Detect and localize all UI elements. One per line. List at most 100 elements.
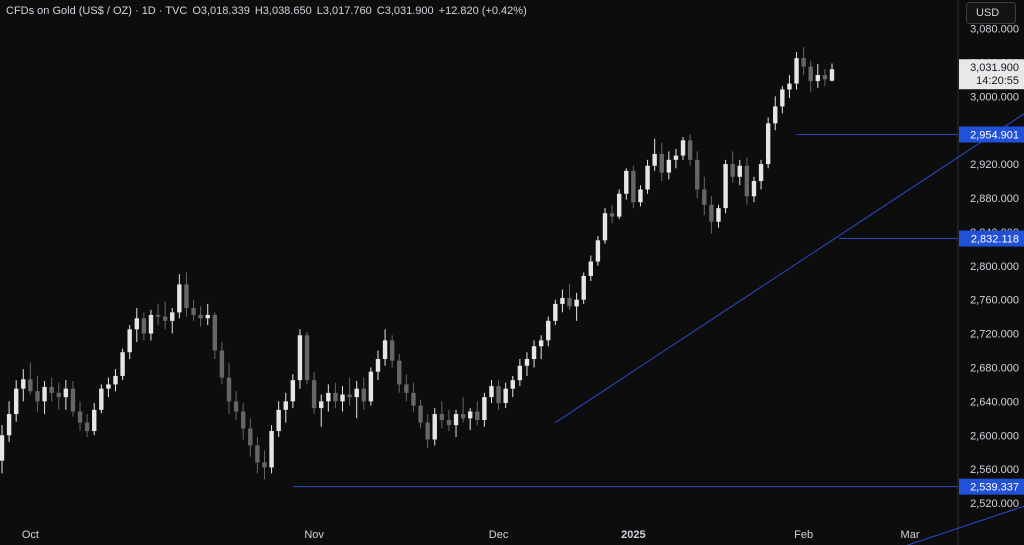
candle-body <box>723 164 728 209</box>
candle-body <box>475 411 480 420</box>
candle-body <box>567 297 572 307</box>
price-tag <box>959 126 1024 143</box>
price-tag-label: 2,832.118 <box>971 234 1019 246</box>
candle-body <box>333 392 338 402</box>
candle-body <box>276 409 281 432</box>
candle-body <box>28 379 33 392</box>
low-value: L3,017.760 <box>316 5 372 17</box>
candle-body <box>311 380 317 409</box>
candle-body <box>815 75 821 82</box>
open-value: O3,018.339 <box>192 5 250 17</box>
candle-body <box>162 316 168 321</box>
candle-body <box>489 386 494 398</box>
y-tick-label: 2,800.000 <box>970 261 1019 273</box>
candle-body <box>354 388 359 398</box>
candle-body <box>652 153 657 166</box>
x-tick-label: Feb <box>794 529 813 541</box>
x-tick-label: Oct <box>22 529 39 541</box>
candle-body <box>737 165 742 177</box>
candle-body <box>49 386 54 393</box>
candle-body <box>482 397 487 420</box>
candle-body <box>397 360 402 385</box>
candle-body <box>631 170 636 203</box>
price-tag-label: 2,539.337 <box>970 482 1019 494</box>
candle-body <box>198 314 203 319</box>
candle-body <box>581 275 586 300</box>
chart-header: CFDs on Gold (US$ / OZ) · 1D · TVC O3,01… <box>6 5 527 17</box>
candle-body <box>673 155 679 160</box>
candle-body <box>787 83 792 90</box>
candle-body <box>553 303 558 321</box>
price-tag <box>959 478 1024 495</box>
candle-body <box>418 405 423 423</box>
candle-body <box>659 153 664 173</box>
candle-body <box>375 358 381 372</box>
y-tick-label: 2,560.000 <box>970 464 1019 476</box>
candle-body <box>42 386 47 402</box>
candle-body <box>233 401 239 412</box>
candle-body <box>70 388 76 412</box>
trendline <box>555 113 1024 423</box>
candle-body <box>219 350 225 378</box>
candle-body <box>134 318 139 330</box>
candle-body <box>588 261 594 276</box>
candle-body <box>574 299 579 307</box>
candle-body <box>84 422 90 432</box>
candle-body <box>106 384 111 389</box>
candle-body <box>56 392 61 398</box>
candle-body <box>0 435 5 461</box>
candle-body <box>191 308 196 315</box>
candle-body <box>758 164 764 182</box>
candle-body <box>624 170 629 194</box>
candle-body <box>687 140 693 160</box>
high-value: H3,038.650 <box>254 5 312 17</box>
candle-body <box>524 358 530 366</box>
candle-body <box>297 335 303 381</box>
candle-body <box>666 159 672 173</box>
price-tag-label: 2,954.901 <box>970 129 1019 141</box>
candle-body <box>638 189 643 203</box>
candle-body <box>595 240 601 262</box>
candle-body <box>609 213 615 217</box>
candle-body <box>290 380 296 402</box>
candle-body <box>801 58 806 67</box>
candle-body <box>496 386 501 404</box>
x-tick-label: Mar <box>901 529 920 541</box>
x-tick-label: Dec <box>489 529 509 541</box>
change-value: +12.820 (+0.42%) <box>438 5 527 17</box>
candle-body <box>99 388 104 410</box>
trendline <box>906 505 1024 545</box>
candle-body <box>368 371 374 402</box>
candle-body <box>808 66 813 82</box>
candle-body <box>6 414 12 436</box>
candle-body <box>113 375 118 385</box>
candle-body <box>716 208 721 222</box>
y-tick-label: 3,000.000 <box>970 91 1019 103</box>
currency-button[interactable]: USD <box>966 2 1016 24</box>
candle-body <box>510 380 515 389</box>
candle-body <box>255 445 260 463</box>
candle-body <box>319 401 324 409</box>
candle-body <box>13 388 19 415</box>
candle-body <box>262 462 267 468</box>
candle-body <box>432 414 437 440</box>
candle-body <box>773 106 778 124</box>
y-tick-label: 2,600.000 <box>970 430 1019 442</box>
candle-body <box>503 388 508 404</box>
candle-body <box>212 314 218 351</box>
y-tick-label: 2,680.000 <box>970 362 1019 374</box>
candle-body <box>439 414 445 420</box>
x-tick-label: 2025 <box>621 529 645 541</box>
candle-body <box>425 422 430 440</box>
candle-body <box>531 346 537 359</box>
candle-body <box>77 411 83 423</box>
candle-body <box>361 388 366 402</box>
bar-countdown-label: 14:20:55 <box>976 75 1019 87</box>
candle-body <box>709 204 714 222</box>
candle-body <box>240 411 246 429</box>
y-tick-label: 2,520.000 <box>970 498 1019 510</box>
candle-body <box>155 314 161 317</box>
y-tick-label: 2,920.000 <box>970 159 1019 171</box>
candle-body <box>794 58 799 84</box>
